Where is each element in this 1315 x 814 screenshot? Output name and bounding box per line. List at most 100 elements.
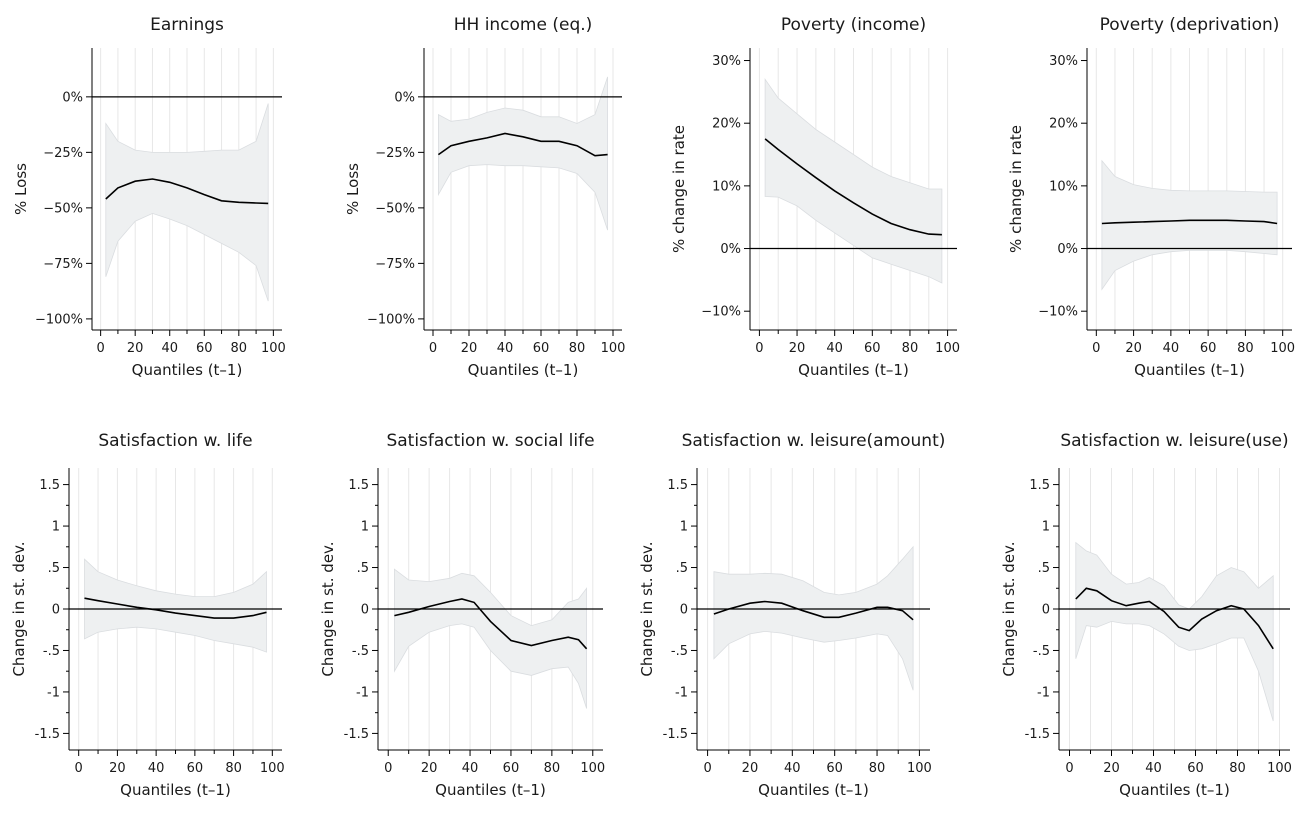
y-tick-label: 20% (1049, 117, 1078, 132)
panel-title: HH income (eq.) (454, 15, 593, 35)
panel-title: Satisfaction w. leisure(use) (1060, 431, 1288, 451)
x-tick-label: 100 (1267, 761, 1292, 776)
y-tick-label: −75% (43, 257, 83, 272)
y-tick-label: -1.5 (663, 727, 688, 742)
x-tick-label: 100 (601, 341, 626, 356)
confidence-band (1101, 159, 1278, 291)
x-tick-label: 80 (869, 761, 886, 776)
estimate-line (713, 600, 914, 621)
x-tick-label: 80 (1229, 761, 1246, 776)
x-tick-label: 0 (429, 341, 437, 356)
estimate-line (105, 178, 269, 205)
x-tick-label: 60 (196, 341, 213, 356)
panel-title: Poverty (deprivation) (1100, 15, 1280, 35)
panel-7: 0 20 40 60 80 1001.51.50-.5-1-1.5Satisfaction… (638, 431, 945, 799)
x-tick-label: 0 (75, 761, 83, 776)
x-tick-label: 40 (462, 761, 479, 776)
x-tick-label: 80 (225, 761, 242, 776)
x-tick-label: 40 (826, 341, 843, 356)
y-tick-label: −75% (375, 257, 415, 272)
x-tick-label: 0 (1065, 761, 1073, 776)
x-tick-label: 0 (755, 341, 763, 356)
x-tick-label: 100 (907, 761, 932, 776)
y-tick-label: 0% (62, 90, 83, 105)
y-axis-label: Change in st. dev. (319, 541, 337, 676)
y-tick-label: -1 (675, 685, 688, 700)
y-axis-label: % change in rate (1007, 125, 1025, 253)
y-tick-label: 0% (720, 242, 741, 257)
x-tick-label: 20 (789, 341, 806, 356)
y-tick-label: -1 (1037, 685, 1050, 700)
y-tick-label: -.5 (352, 644, 369, 659)
estimate-line (437, 132, 608, 157)
x-tick-label: 0 (1092, 341, 1100, 356)
x-axis-label: Quantiles (t–1) (1134, 361, 1245, 379)
panel-1: 0 20 40 60 80 100 0% −25% −50% −75% −100% Earnings Q… (12, 15, 286, 379)
y-tick-label: 30% (712, 54, 741, 69)
y-tick-label: 0% (394, 90, 415, 105)
x-tick-label: 100 (261, 341, 286, 356)
x-tick-label: 20 (1103, 761, 1120, 776)
estimate-line (1075, 587, 1274, 650)
x-tick-label: 80 (231, 341, 248, 356)
y-tick-label: 0% (1057, 242, 1078, 257)
x-tick-label: 60 (533, 341, 550, 356)
x-tick-label: 20 (127, 341, 144, 356)
panel-3: 0 20 40 60 80 100 30% 20% 10% 0% −10% Poverty (inco… (670, 15, 960, 379)
y-tick-label: -.5 (43, 644, 60, 659)
x-tick-label: 80 (1237, 341, 1254, 356)
y-tick-label: 1 (1042, 520, 1050, 535)
estimate-line (84, 597, 267, 619)
y-tick-label: −25% (375, 146, 415, 161)
x-axis-label: Quantiles (t–1) (1119, 781, 1230, 799)
x-tick-label: 20 (109, 761, 126, 776)
confidence-band (438, 76, 608, 231)
x-tick-label: 100 (260, 761, 285, 776)
x-tick-label: 20 (742, 761, 759, 776)
x-tick-label: 80 (902, 341, 919, 356)
x-tick-label: 100 (580, 761, 605, 776)
y-tick-label: -1.5 (35, 727, 60, 742)
x-tick-label: 0 (384, 761, 392, 776)
x-tick-label: 100 (1270, 341, 1295, 356)
y-tick-label: -1.5 (344, 727, 369, 742)
x-tick-label: 40 (148, 761, 165, 776)
estimate-line (394, 598, 588, 650)
y-tick-label: 0 (361, 603, 369, 618)
x-axis-label: Quantiles (t–1) (435, 781, 546, 799)
x-axis-label: Quantiles (t–1) (468, 361, 579, 379)
y-tick-label: −50% (43, 201, 83, 216)
y-tick-label: -.5 (1033, 644, 1050, 659)
panel-title: Satisfaction w. social life (386, 431, 594, 451)
y-tick-label: −100% (35, 312, 83, 327)
panel-4: 0 20 40 60 80 100 30% 20% 10% 0% −10% Poverty (depr… (1007, 15, 1295, 379)
estimate-line (764, 138, 942, 236)
y-tick-label: 1 (680, 520, 688, 535)
y-axis-label: % Loss (12, 163, 30, 215)
y-tick-label: 1.5 (348, 478, 369, 493)
confidence-band (764, 78, 943, 284)
y-axis-label: Change in st. dev. (10, 541, 28, 676)
x-tick-label: 20 (1125, 341, 1142, 356)
x-tick-label: 40 (1163, 341, 1180, 356)
panel-2: 0 20 40 60 80 100 0% −25% −50% −75% −100% HH income… (344, 15, 625, 379)
y-tick-label: 10% (1049, 179, 1078, 194)
y-tick-label: −100% (367, 312, 415, 327)
confidence-band (105, 103, 269, 302)
y-tick-label: .5 (357, 561, 369, 576)
y-tick-label: −50% (375, 201, 415, 216)
y-tick-label: 1.5 (1029, 478, 1050, 493)
confidence-band (713, 545, 914, 691)
y-tick-label: 0 (1042, 603, 1050, 618)
x-tick-label: 60 (1200, 341, 1217, 356)
y-tick-label: −10% (1038, 305, 1078, 320)
y-tick-label: 10% (712, 179, 741, 194)
x-tick-label: 40 (1145, 761, 1162, 776)
panel-title: Earnings (150, 15, 224, 35)
x-tick-label: 40 (784, 761, 801, 776)
x-tick-label: 100 (935, 341, 960, 356)
y-tick-label: 0 (52, 603, 60, 618)
confidence-band (84, 558, 267, 653)
panel-title: Satisfaction w. leisure(amount) (682, 431, 946, 451)
